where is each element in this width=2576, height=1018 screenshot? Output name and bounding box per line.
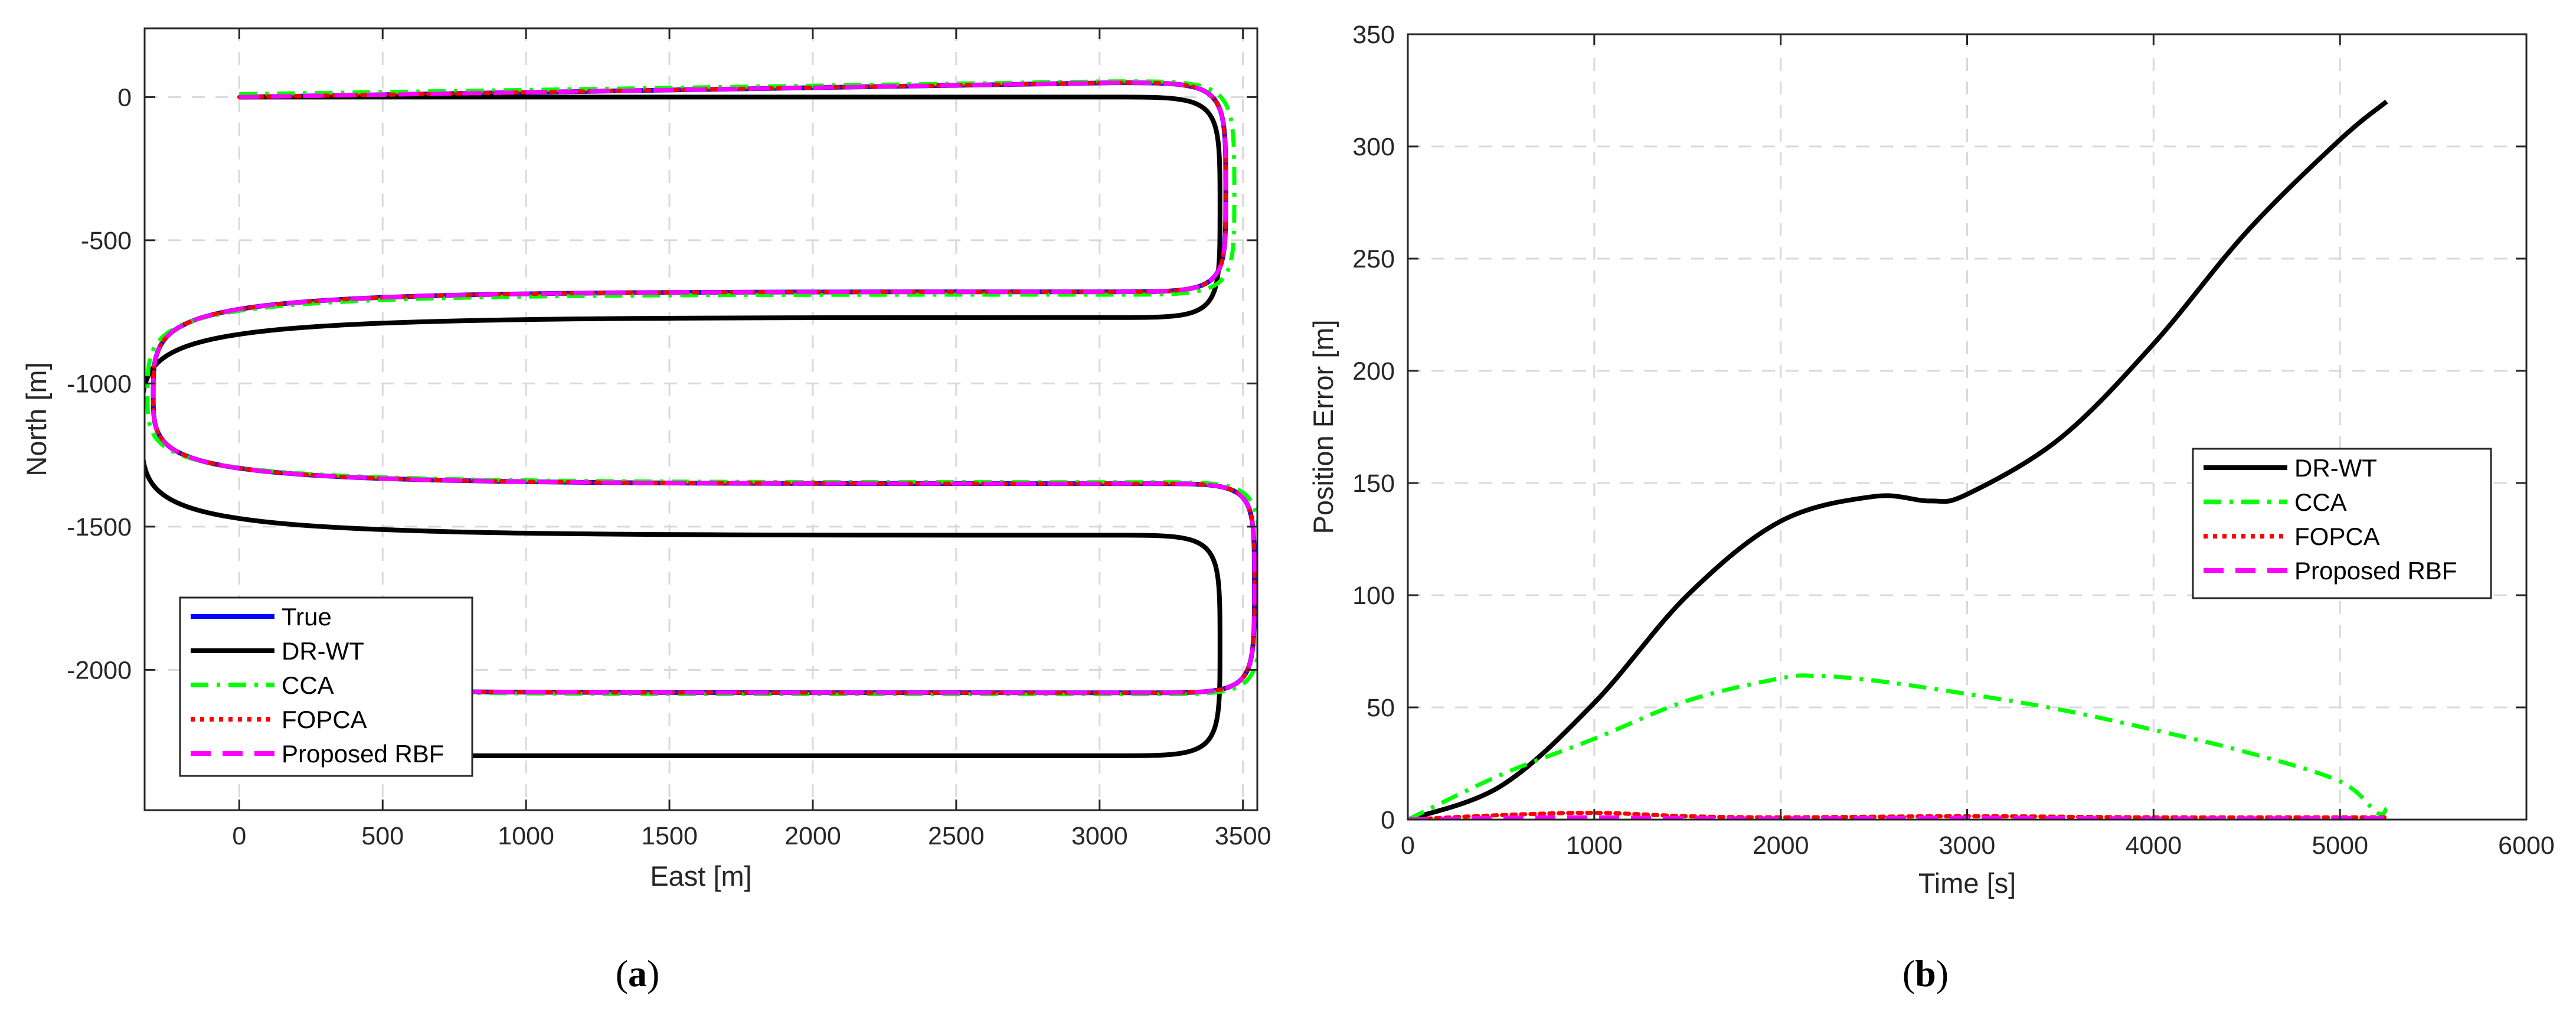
- legend-label: Proposed RBF: [2294, 557, 2457, 585]
- series-line-cca: [1408, 673, 2388, 820]
- y-axis-label: Position Error [m]: [1307, 319, 1339, 534]
- y-tick-label: 100: [1352, 582, 1395, 610]
- legend: DR-WT CCA FOPCA Proposed RBF: [2192, 448, 2492, 599]
- legend-label: CCA: [2294, 488, 2347, 516]
- legend-label: True: [282, 603, 332, 631]
- y-tick-label: -500: [81, 227, 132, 255]
- legend-box: [2192, 448, 2492, 599]
- y-axis-label: North [m]: [21, 362, 52, 476]
- series-line-dr-wt: [145, 94, 1222, 758]
- y-tick-label: 0: [1381, 806, 1395, 834]
- x-tick-label: 500: [361, 822, 404, 850]
- legend: True DR-WT CCA FOPCA Proposed RBF: [179, 596, 473, 777]
- x-tick-label: 0: [232, 822, 246, 850]
- y-tick-label: 350: [1352, 21, 1395, 49]
- panel-caption: (a): [616, 952, 660, 994]
- legend-label: FOPCA: [282, 706, 367, 733]
- x-axis-label: Time [s]: [1918, 867, 2016, 899]
- y-tick-label: -1500: [67, 513, 132, 541]
- y-tick-label: 50: [1367, 694, 1395, 722]
- legend-label: Proposed RBF: [282, 740, 444, 768]
- y-tick-label: 200: [1352, 357, 1395, 386]
- legend-label: DR-WT: [282, 637, 364, 665]
- legend-label: FOPCA: [2294, 523, 2380, 550]
- series-group: [145, 79, 1257, 758]
- y-tick-label: 250: [1352, 245, 1395, 273]
- y-tick-label: 300: [1352, 133, 1395, 161]
- x-axis-label: East [m]: [650, 860, 751, 892]
- x-tick-label: 2000: [784, 822, 841, 850]
- series-line-fopca: [1408, 811, 2389, 820]
- x-tick-label: 4000: [2125, 831, 2182, 860]
- x-tick-label: 1000: [498, 822, 554, 850]
- panel-caption: (b): [1902, 952, 1949, 994]
- legend-label: CCA: [282, 671, 334, 699]
- x-tick-label: 6000: [2498, 831, 2555, 860]
- x-tick-label: 3500: [1215, 822, 1271, 850]
- y-tick-label: 150: [1352, 469, 1395, 498]
- x-tick-label: 5000: [2312, 831, 2368, 860]
- plot-frame: [143, 27, 1258, 811]
- series-line-dr-wt: [1408, 99, 2388, 820]
- x-tick-label: 3000: [1071, 822, 1128, 850]
- panel-a-trajectory-plot: 0 500 1000 1500 2000 2500 3000 3500 0 -500 -1000 -1…: [21, 27, 1271, 994]
- legend-label: DR-WT: [2294, 454, 2377, 482]
- x-tick-label: 3000: [1939, 831, 1996, 860]
- x-tick-label: 0: [1401, 831, 1415, 860]
- series-line-proposed-rbf: [151, 80, 1257, 695]
- x-tick-label: 1500: [641, 822, 698, 850]
- y-tick-label: 0: [117, 83, 132, 112]
- x-tick-label: 1000: [1566, 831, 1623, 860]
- x-tick-label: 2500: [928, 822, 985, 850]
- x-tick-label: 2000: [1753, 831, 1809, 860]
- series-line-proposed-rbf: [1408, 815, 2387, 820]
- y-tick-label: -2000: [67, 656, 132, 684]
- panel-b-position-error-plot: 0 1000 2000 3000 4000 5000 6000 0 50 100 150 200 250…: [1307, 21, 2555, 994]
- series-group: [1408, 99, 2389, 820]
- y-tick-label: -1000: [67, 370, 132, 398]
